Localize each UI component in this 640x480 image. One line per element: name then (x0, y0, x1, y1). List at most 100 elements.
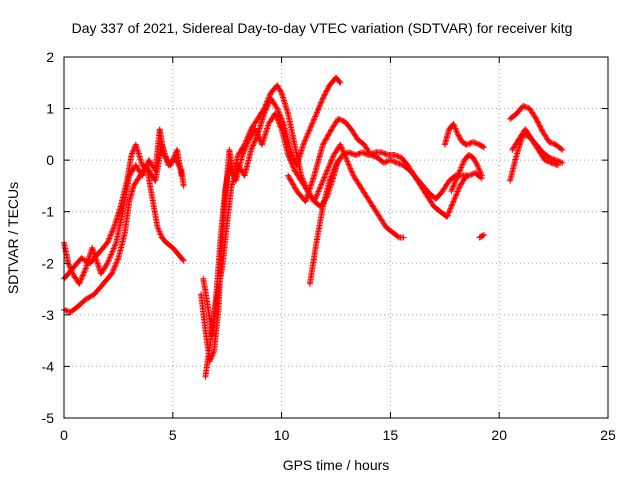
data-point (114, 257, 121, 264)
data-point (81, 268, 88, 275)
data-point (368, 150, 375, 157)
data-point (106, 235, 113, 242)
data-point (140, 169, 147, 176)
data-point (549, 160, 556, 167)
data-point (104, 260, 111, 267)
data-point (226, 162, 233, 169)
data-point (532, 114, 539, 121)
data-point (306, 126, 313, 133)
data-point (346, 149, 353, 156)
data-point (328, 173, 335, 180)
data-point (139, 172, 146, 179)
data-point (348, 150, 355, 157)
data-point (395, 233, 402, 240)
data-point (462, 173, 469, 180)
data-point (141, 166, 148, 173)
data-point (326, 130, 333, 137)
data-point (452, 194, 459, 201)
data-point (312, 113, 319, 120)
data-point (311, 196, 318, 203)
data-point (331, 165, 338, 172)
data-point (446, 208, 453, 215)
data-point (327, 128, 334, 135)
data-point (252, 126, 259, 133)
data-point (285, 173, 292, 180)
data-point (558, 145, 565, 152)
data-point (325, 84, 332, 91)
data-point (66, 263, 73, 270)
data-point (450, 121, 457, 128)
data-point (289, 180, 296, 187)
data-point (479, 232, 486, 239)
data-point (356, 150, 363, 157)
x-axis-label: GPS time / hours (283, 457, 390, 473)
data-point (109, 269, 116, 276)
data-point (321, 139, 328, 146)
data-point (277, 87, 284, 94)
data-point (289, 161, 296, 168)
data-point (383, 151, 390, 158)
data-point (348, 166, 355, 173)
data-point (337, 116, 344, 123)
data-point (458, 164, 465, 171)
data-point (451, 195, 458, 202)
data-point (278, 124, 285, 131)
data-point (453, 174, 460, 181)
data-point (288, 179, 295, 186)
data-point (445, 211, 452, 218)
y-tick-label: 0 (46, 152, 54, 168)
data-point (312, 112, 319, 119)
data-point (109, 226, 116, 233)
data-point (111, 263, 118, 270)
series-track-14 (509, 126, 561, 169)
data-point (141, 168, 148, 175)
data-point (360, 149, 367, 156)
data-point (107, 232, 114, 239)
data-point (253, 127, 260, 134)
data-point (472, 158, 479, 165)
y-tick-label: -5 (42, 410, 55, 426)
data-point (324, 86, 331, 93)
data-point (395, 160, 402, 167)
data-point (455, 187, 462, 194)
data-point (158, 233, 165, 240)
data-point (228, 167, 235, 174)
data-point (287, 157, 294, 164)
data-point (326, 163, 333, 170)
data-point (538, 126, 545, 133)
data-point (339, 117, 346, 124)
data-point (314, 109, 321, 116)
data-point (308, 123, 315, 130)
data-point (319, 141, 326, 148)
data-point (359, 149, 366, 156)
data-point (105, 236, 112, 243)
x-tick-label: 20 (491, 427, 507, 443)
data-point (274, 83, 281, 90)
data-point (317, 184, 324, 191)
data-point (446, 206, 453, 213)
data-point (361, 150, 368, 157)
data-point (79, 272, 86, 279)
data-point (448, 186, 455, 193)
data-point (178, 172, 185, 179)
data-point (226, 163, 233, 170)
data-point (456, 133, 463, 140)
data-point (323, 168, 330, 175)
data-point (449, 185, 456, 192)
data-point (305, 129, 312, 136)
data-point (387, 157, 394, 164)
data-point (309, 119, 316, 126)
data-point (274, 82, 281, 89)
data-point (229, 169, 236, 176)
data-point (391, 158, 398, 165)
data-point (309, 120, 316, 127)
data-point (227, 165, 234, 172)
data-point (76, 279, 83, 286)
data-point (380, 149, 387, 156)
data-point (524, 104, 531, 111)
data-point (450, 183, 457, 190)
data-point (261, 110, 268, 117)
data-point (254, 130, 261, 137)
data-point (448, 204, 455, 211)
data-point (473, 161, 480, 168)
